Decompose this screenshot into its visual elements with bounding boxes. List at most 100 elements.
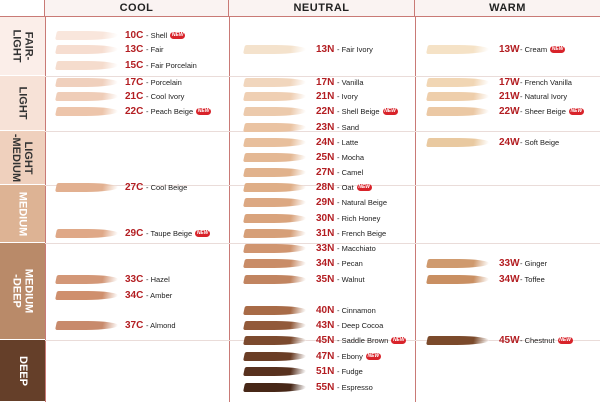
shade-code: 13C [125, 44, 144, 55]
column-header-neutral: NEUTRAL [229, 0, 415, 17]
column-header-cool: COOL [45, 0, 229, 17]
shade-code: 17W [499, 77, 520, 88]
category-label: DEEP [16, 355, 29, 386]
row-divider [45, 131, 600, 132]
swatch-24n [243, 138, 307, 147]
shade-code: 47N [316, 351, 335, 362]
shade-name: - Macchiato [337, 244, 376, 253]
shade-code: 27N [316, 167, 335, 178]
shade-name: - Saddle Brown [337, 336, 389, 345]
shade-code: 45W [499, 335, 520, 346]
shade-code: 51N [316, 366, 335, 377]
swatch-22w [426, 107, 490, 116]
shade-code: 15C [125, 60, 144, 71]
swatch-34c [55, 291, 119, 300]
shade-name: - Mocha [337, 153, 365, 162]
shade-name: - Porcelain [146, 78, 182, 87]
shade-code: 17N [316, 77, 335, 88]
swatch-25n [243, 153, 307, 162]
category-light: LIGHT [0, 76, 45, 131]
swatch-45w [426, 336, 490, 345]
shade-name: - Espresso [337, 383, 373, 392]
shade-code: 24N [316, 137, 335, 148]
shade-name: - Cool Ivory [146, 92, 185, 101]
shade-name: - Cool Beige [146, 183, 188, 192]
swatch-22c [55, 107, 119, 116]
header-corner [0, 0, 45, 17]
swatch-24w [426, 138, 490, 147]
swatch-34n [243, 259, 307, 268]
shade-name: - French Beige [337, 229, 387, 238]
row-divider [45, 185, 600, 186]
category-label: LIGHT -MEDIUM [10, 133, 35, 182]
shade-name: - Ebony [337, 352, 363, 361]
shade-name: - Toffee [520, 275, 545, 284]
shade-code: 40N [316, 305, 335, 316]
new-badge: NEW [196, 108, 212, 115]
shade-name: - French Vanilla [520, 78, 572, 87]
new-badge: NEW [170, 32, 186, 39]
shade-code: 29C [125, 228, 144, 239]
new-badge: NEW [550, 46, 566, 53]
swatch-43n [243, 321, 307, 330]
shade-code: 13W [499, 44, 520, 55]
swatch-21c [55, 92, 119, 101]
row-divider [45, 243, 600, 244]
shade-code: 33N [316, 243, 335, 254]
shade-name: - Fair [146, 45, 164, 54]
shade-code: 30N [316, 213, 335, 224]
col-divider-neutral-warm [415, 17, 416, 402]
shade-code: 25N [316, 152, 335, 163]
swatch-33n [243, 244, 307, 253]
shade-code: 34C [125, 290, 144, 301]
category-label: MEDIUM [16, 191, 29, 236]
swatch-28n [243, 183, 307, 192]
new-badge: NEW [195, 230, 211, 237]
swatch-17c [55, 78, 119, 87]
shade-name: - Amber [146, 291, 173, 300]
shade-name: - Vanilla [337, 78, 364, 87]
new-badge: NEW [568, 108, 584, 115]
row-divider [45, 340, 600, 341]
swatch-15c [55, 61, 119, 70]
shade-name: - Chestnut [520, 336, 555, 345]
shade-name: - Oat [337, 183, 354, 192]
shade-code: 21W [499, 91, 520, 102]
swatch-29n [243, 198, 307, 207]
new-badge: NEW [557, 337, 573, 344]
column-header-warm: WARM [415, 0, 600, 17]
swatch-10c [55, 31, 119, 40]
shade-code: 24W [499, 137, 520, 148]
category-label: FAIR- LIGHT [10, 29, 35, 63]
shade-code: 34N [316, 258, 335, 269]
shade-name: - Cinnamon [337, 306, 376, 315]
swatch-55n [243, 383, 307, 392]
col-divider-cool-neutral [229, 17, 230, 402]
row-divider [45, 76, 600, 77]
swatch-29c [55, 229, 119, 238]
swatch-21n [243, 92, 307, 101]
swatch-13n [243, 45, 307, 54]
shade-name: - Shell [146, 31, 168, 40]
swatch-51n [243, 367, 307, 376]
shade-name: - Sheer Beige [520, 107, 566, 116]
shade-name: - Ivory [337, 92, 358, 101]
swatch-45n [243, 336, 307, 345]
swatch-27c [55, 183, 119, 192]
shade-name: - Sand [337, 123, 360, 132]
shade-code: 34W [499, 274, 520, 285]
shade-code: 21C [125, 91, 144, 102]
swatch-30n [243, 214, 307, 223]
swatch-33c [55, 275, 119, 284]
swatch-17w [426, 78, 490, 87]
shade-name: - Hazel [146, 275, 170, 284]
swatch-17n [243, 78, 307, 87]
shade-code: 29N [316, 197, 335, 208]
swatch-21w [426, 92, 490, 101]
col-divider-left [45, 17, 46, 402]
new-badge: NEW [382, 108, 398, 115]
shade-name: - Taupe Beige [146, 229, 193, 238]
shade-name: - Fair Ivory [337, 45, 373, 54]
shade-code: 33W [499, 258, 520, 269]
